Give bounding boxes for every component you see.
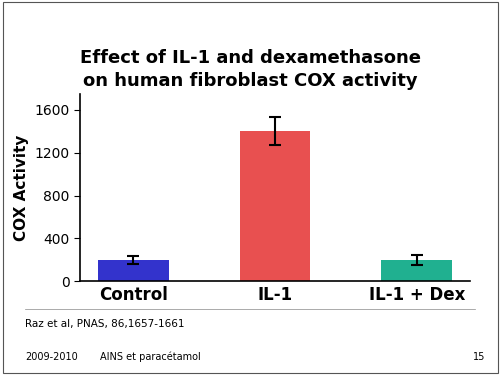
Text: Effect of IL-1 and dexamethasone: Effect of IL-1 and dexamethasone: [80, 49, 420, 67]
Bar: [240, 131, 310, 281]
Text: 2009-2010: 2009-2010: [25, 352, 78, 362]
Text: on human fibroblast COX activity: on human fibroblast COX activity: [82, 72, 417, 90]
Y-axis label: COX Activity: COX Activity: [14, 134, 29, 241]
Text: AINS et paracétamol: AINS et paracétamol: [100, 352, 201, 362]
Text: 15: 15: [472, 352, 485, 362]
Bar: [382, 260, 452, 281]
Bar: [98, 260, 168, 281]
Text: Raz et al, PNAS, 86,1657-1661: Raz et al, PNAS, 86,1657-1661: [25, 320, 184, 329]
